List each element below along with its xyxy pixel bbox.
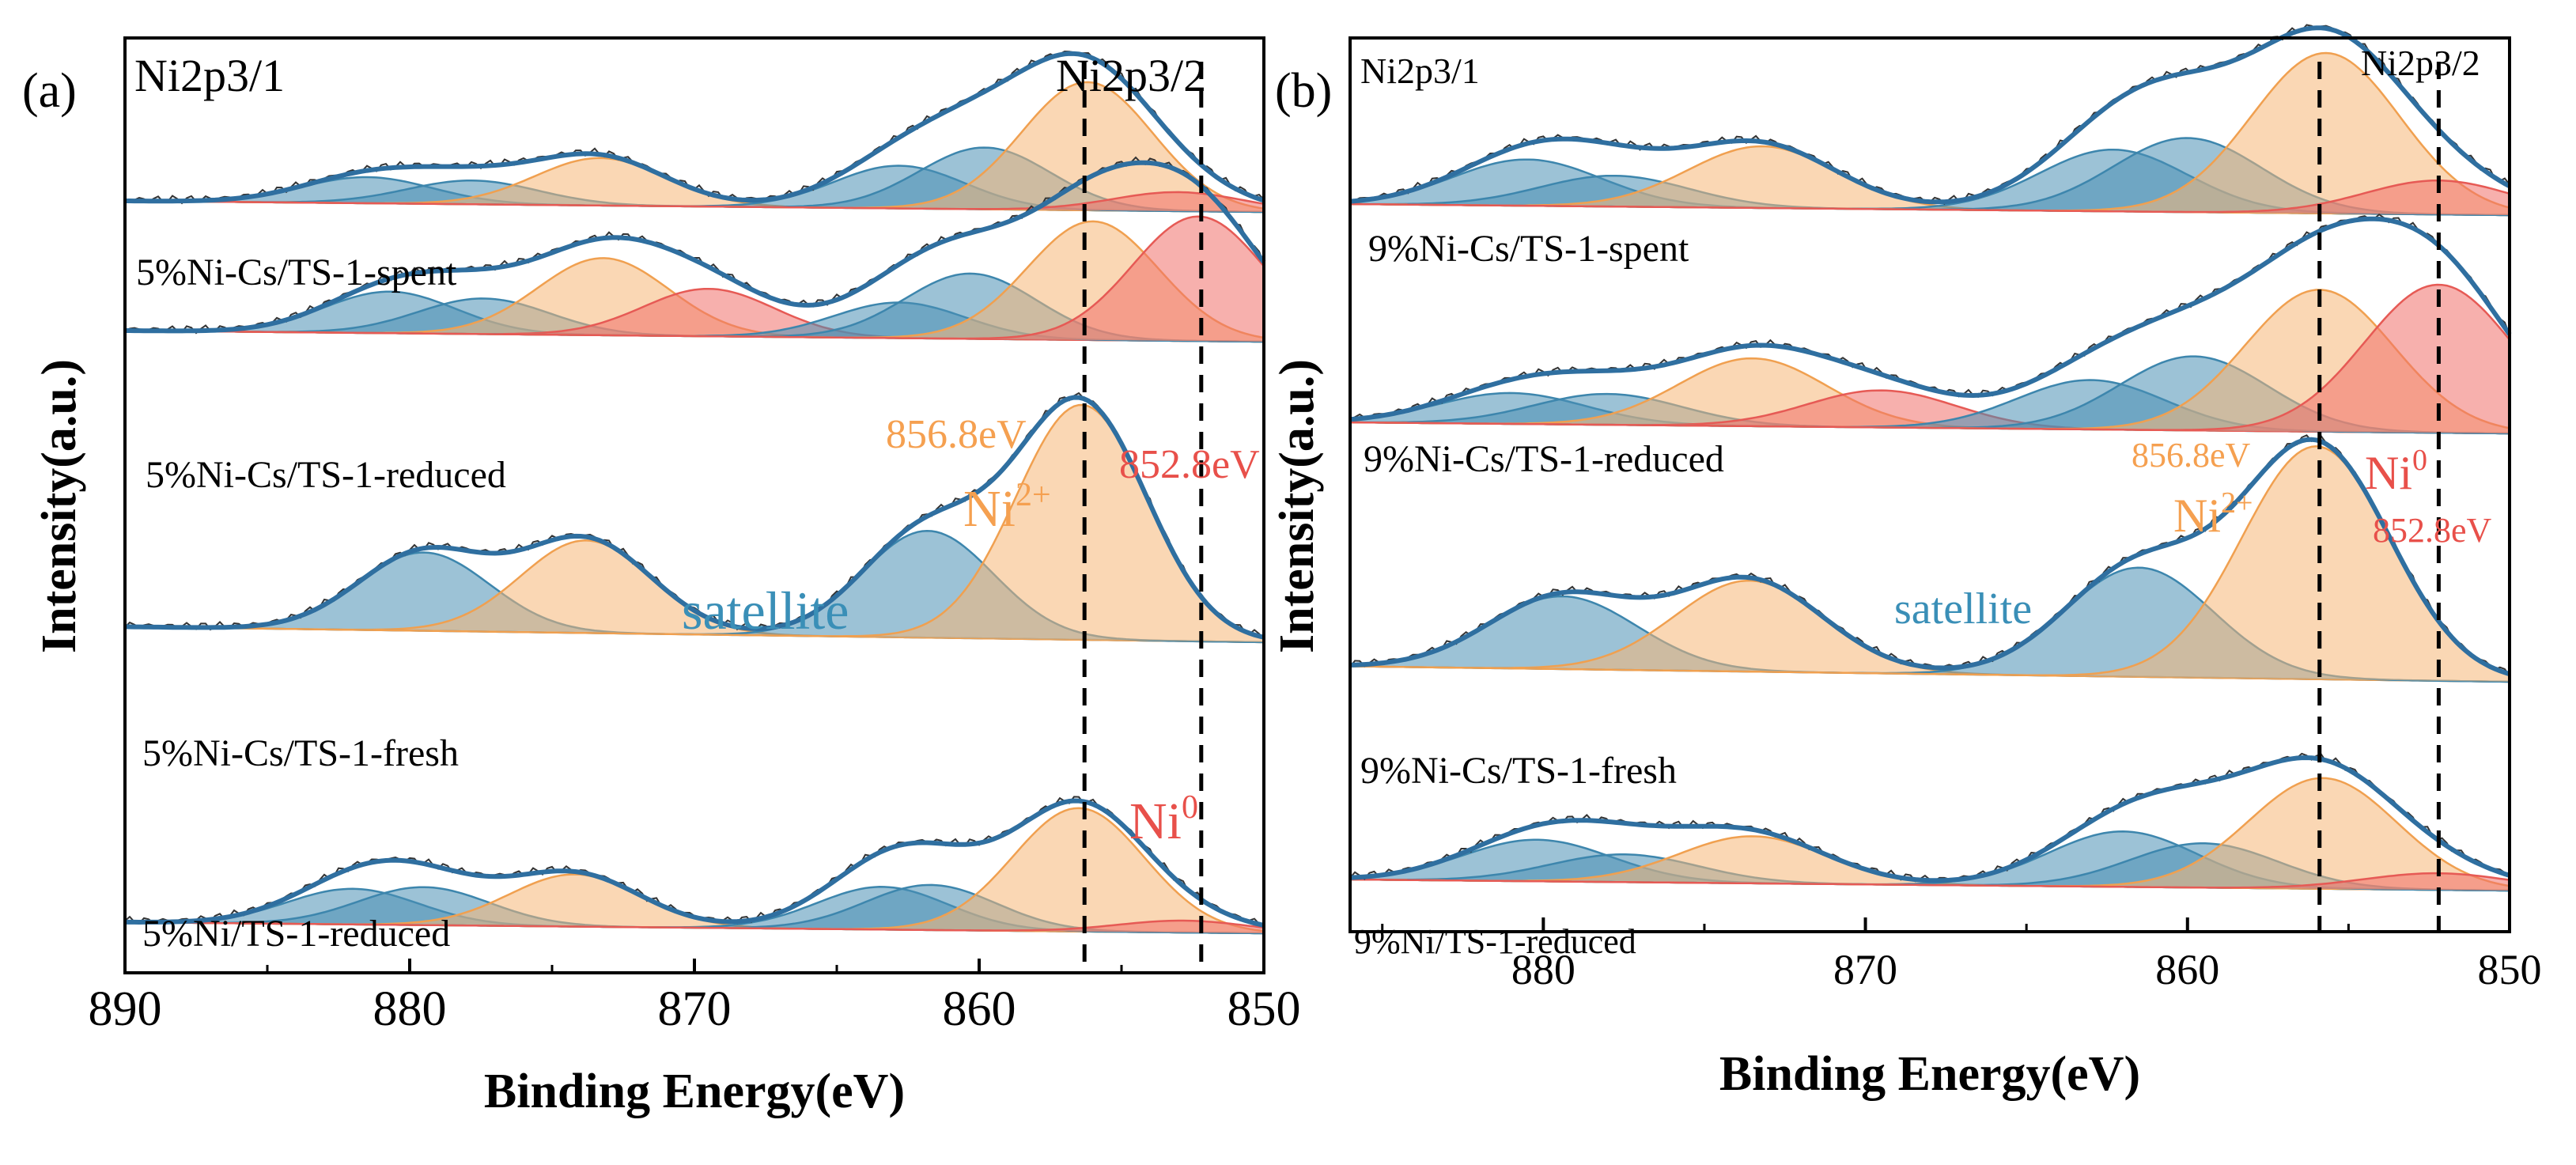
ni0-annotation: Ni0 — [1129, 789, 1198, 850]
panel-b-region-left: Ni2p3/1 — [1360, 51, 1480, 91]
component-fill-ni0 — [1350, 873, 2510, 891]
panel-b-spectra — [1349, 24, 2512, 932]
component-fill-sat — [125, 887, 1264, 933]
series-label: 9%Ni-Cs/TS-1-fresh — [1360, 750, 1677, 792]
fit-envelope — [125, 160, 1266, 334]
fit-envelope — [1349, 755, 2510, 883]
component-fill-sat — [125, 298, 1264, 342]
fit-envelope — [125, 51, 1265, 204]
component-fill-ni2 — [125, 808, 1264, 933]
component-fill-ni2 — [125, 874, 1264, 933]
panel-b-region-right: Ni2p3/2 — [2361, 43, 2480, 83]
series-label: 5%Ni-Cs/TS-1-spent — [136, 252, 457, 293]
series-label: 9%Ni-Cs/TS-1-reduced — [1364, 438, 1724, 480]
panel-b-x-ticks: 880 870 860 850 — [1381, 917, 2542, 993]
panel-a-x-ticks: 890 880 870 860 850 — [89, 959, 1301, 1036]
satellite-annotation: satellite — [682, 581, 849, 641]
panel-a: 890 880 870 860 850 (a) Ni2p3/1 Ni2p3/2 5%Ni… — [22, 36, 1301, 1118]
panel-a-spectra — [124, 50, 1266, 973]
component-fill-ni0 — [125, 289, 1264, 342]
fit-envelope — [125, 798, 1265, 928]
panel-b: 880 870 860 850 (b) Ni2p3/1 Ni2p3/2 9%Ni-Cs… — [1270, 24, 2542, 1101]
x-tick-label: 890 — [89, 982, 162, 1036]
panel-b-y-axis-title: Intensity(a.u.) — [1270, 359, 1324, 653]
ni0-energy-annotation: 852.8eV — [1119, 442, 1260, 487]
component-line-ni0 — [124, 919, 1265, 932]
x-tick-label: 850 — [2478, 946, 2542, 993]
panel-a-label: (a) — [22, 64, 77, 118]
component-line-ni0 — [1349, 872, 2510, 889]
series-label: 5%Ni/TS-1-reduced — [142, 913, 450, 955]
component-fill-ni0 — [125, 216, 1264, 342]
component-fill-ni2 — [1350, 53, 2510, 215]
ni2-annotation: Ni2+ — [963, 477, 1051, 538]
component-fill-ni2 — [125, 405, 1264, 642]
component-line-ni0 — [124, 191, 1265, 210]
ni0-annotation: Ni0 — [2365, 444, 2427, 499]
fit-envelope — [124, 395, 1265, 640]
component-fill-sat — [125, 552, 1264, 642]
panel-b-label: (b) — [1275, 64, 1332, 118]
component-fill-ni2 — [1350, 446, 2510, 682]
ni0-energy-annotation: 852.8eV — [2373, 511, 2492, 550]
ni2-annotation: Ni2+ — [2173, 486, 2253, 542]
ni2-energy-annotation: 856.8eV — [886, 412, 1027, 457]
panel-a-region-right: Ni2p3/2 — [1056, 50, 1206, 101]
x-tick-label: 860 — [943, 982, 1016, 1036]
x-tick-label: 850 — [1227, 982, 1301, 1036]
component-fill-ni0 — [1350, 285, 2510, 433]
component-line-ni2 — [124, 403, 1265, 639]
fit-envelope — [1349, 25, 2511, 205]
fit-envelope — [1349, 216, 2512, 422]
panel-a-y-axis-title: Intensity(a.u.) — [32, 359, 86, 653]
fit-envelope — [1349, 437, 2510, 677]
series-label: 5%Ni-Cs/TS-1-fresh — [142, 732, 459, 774]
component-line-ni0 — [124, 215, 1265, 340]
component-fill-ni0 — [1350, 390, 2510, 433]
x-tick-label: 870 — [658, 982, 732, 1036]
panel-b-frame — [1349, 36, 2511, 933]
component-line-ni0 — [1349, 283, 2510, 431]
component-line-ni2 — [1349, 445, 2510, 677]
component-fill-ni2 — [1350, 581, 2510, 682]
x-tick-label: 860 — [2155, 946, 2219, 993]
component-line-ni0 — [1349, 179, 2510, 214]
satellite-annotation: satellite — [1894, 584, 2032, 634]
panel-a-region-left: Ni2p3/1 — [134, 50, 285, 101]
component-fill-ni2 — [1350, 146, 2510, 215]
series-label: 9%Ni-Cs/TS-1-spent — [1368, 228, 1689, 270]
component-fill-ni2 — [1350, 289, 2510, 433]
component-fill-ni2 — [125, 157, 1264, 212]
component-fill-ni2 — [1350, 358, 2510, 433]
ni2-energy-annotation: 856.8eV — [2132, 436, 2251, 475]
x-tick-label: 880 — [1511, 946, 1575, 993]
series-label: 9%Ni/TS-1-reduced — [1354, 922, 1636, 961]
x-tick-label: 870 — [1833, 946, 1897, 993]
component-fill-ni2 — [125, 540, 1264, 642]
component-fill-ni2 — [125, 81, 1264, 213]
component-fill-ni0 — [1350, 180, 2510, 215]
component-fill-ni2 — [1350, 777, 2510, 891]
component-fill-ni2 — [1350, 836, 2510, 891]
panel-a-x-axis-title: Binding Energy(eV) — [484, 1065, 905, 1118]
panel-b-x-axis-title: Binding Energy(eV) — [1719, 1047, 2140, 1101]
series-label: 5%Ni-Cs/TS-1-reduced — [146, 454, 506, 496]
x-tick-label: 880 — [373, 982, 447, 1036]
